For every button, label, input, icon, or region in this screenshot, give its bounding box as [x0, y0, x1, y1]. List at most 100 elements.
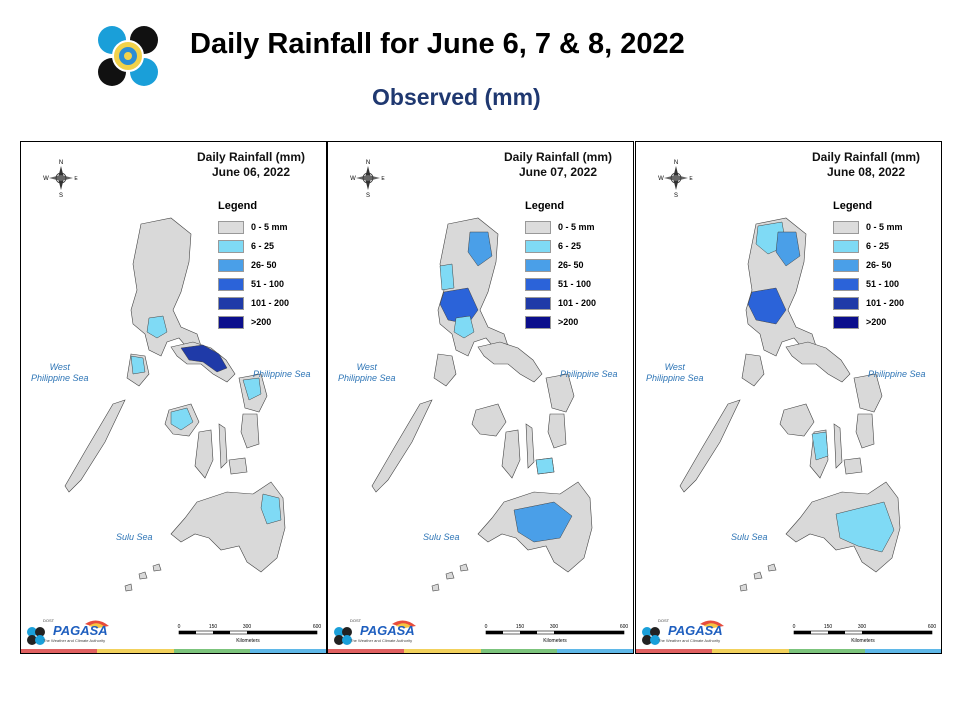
legend-label: 51 - 100: [251, 279, 285, 289]
band-segment: [249, 649, 326, 653]
legend-label: 101 - 200: [866, 298, 905, 308]
philippine-sea-label: Philippine Sea: [868, 369, 926, 379]
legend-label: 101 - 200: [251, 298, 290, 308]
pagasa-tagline: The Weather and Climate Authority: [43, 638, 106, 643]
legend-swatch: [833, 278, 859, 291]
panel-title: Daily Rainfall (mm) June 06, 2022: [191, 150, 311, 180]
band-segment: [636, 649, 713, 653]
compass-rose-icon: N S E W: [350, 160, 385, 198]
compass-west-label: W: [350, 176, 356, 182]
rain-region-bicol-peninsula: [180, 344, 228, 373]
pagasa-wordmark: PAGASA: [53, 623, 108, 638]
legend-swatch: [218, 278, 244, 291]
band-segment: [556, 649, 633, 653]
compass-east-label: E: [689, 176, 693, 182]
panel-date: June 06, 2022: [211, 165, 291, 179]
scale-tick-label: 300: [243, 624, 252, 630]
panel-date: June 08, 2022: [826, 165, 906, 179]
rain-region-southern-tagalog: [146, 315, 168, 339]
pagasa-logo: [334, 620, 416, 645]
panel-date: June 07, 2022: [518, 165, 598, 179]
rain-region-bohol: [535, 457, 555, 475]
footer-color-band: [21, 649, 326, 653]
legend-swatch: [218, 316, 244, 329]
rainfall-overlay: [747, 221, 895, 553]
compass-north-label: N: [59, 160, 63, 166]
scale-tick-label: 150: [209, 624, 218, 630]
page-title: Daily Rainfall for June 6, 7 & 8, 2022: [190, 28, 685, 60]
legend-swatch: [525, 297, 551, 310]
scale-unit-label: Kilometers: [236, 638, 260, 644]
scale-tick-label: 0: [793, 624, 796, 630]
legend-swatch: [218, 240, 244, 253]
philippines-map: [64, 217, 286, 592]
band-segment: [788, 649, 865, 653]
footer-color-band: [636, 649, 941, 653]
pagasa-wordmark: PAGASA: [668, 623, 723, 638]
scale-tick-label: 150: [516, 624, 525, 630]
pagasa-tagline: The Weather and Climate Authority: [350, 638, 413, 643]
scale-tick-label: 0: [178, 624, 181, 630]
philippines-map: [679, 217, 901, 592]
dost-label: DOST: [658, 618, 670, 623]
legend-label: 51 - 100: [866, 279, 900, 289]
legend-label: 51 - 100: [558, 279, 592, 289]
legend-swatch: [833, 240, 859, 253]
footer-color-band: [328, 649, 633, 653]
legend-swatch: [833, 221, 859, 234]
legend-swatch: [833, 316, 859, 329]
rain-region-mindanao: [835, 501, 895, 553]
dost-label: DOST: [350, 618, 362, 623]
west-philippine-sea-label: West Philippine Sea: [31, 362, 89, 383]
legend-swatch: [525, 240, 551, 253]
legend-swatch: [525, 259, 551, 272]
rainfall-overlay: [130, 315, 282, 525]
west-philippine-sea-label: West Philippine Sea: [646, 362, 704, 383]
legend-swatch: [525, 278, 551, 291]
panel-heading: Daily Rainfall (mm): [811, 150, 921, 164]
legend-swatch: [218, 259, 244, 272]
compass-west-label: W: [43, 176, 49, 182]
compass-north-label: N: [674, 160, 678, 166]
legend-title: Legend: [833, 200, 873, 212]
legend-label: 0 - 5 mm: [558, 222, 595, 232]
philippine-sea-label: Philippine Sea: [253, 369, 311, 379]
sulu-sea-label: Sulu Sea: [423, 532, 460, 542]
scale-unit-label: Kilometers: [851, 638, 875, 644]
compass-east-label: E: [74, 176, 78, 182]
philippine-sea-label: Philippine Sea: [560, 369, 618, 379]
pagasa-tagline: The Weather and Climate Authority: [658, 638, 721, 643]
legend-label: 0 - 5 mm: [866, 222, 903, 232]
legend-label: 26- 50: [558, 260, 584, 270]
legend-title: Legend: [218, 200, 258, 212]
scale-tick-label: 150: [824, 624, 833, 630]
pagasa-wordmark: PAGASA: [360, 623, 415, 638]
dost-label: DOST: [43, 618, 55, 623]
rain-region-southern-tagalog: [453, 315, 475, 339]
rain-region-samar: [242, 377, 262, 401]
legend-label: >200: [866, 317, 887, 327]
scale-bar: 0 150 300 600 Kilometers: [178, 624, 321, 644]
compass-north-label: N: [366, 160, 370, 166]
compass-south-label: S: [674, 193, 678, 198]
scale-bar: 0 150 300 600 Kilometers: [485, 624, 628, 644]
legend-swatch: [218, 297, 244, 310]
compass-south-label: S: [366, 193, 370, 198]
philippines-map: [371, 217, 593, 592]
band-segment: [712, 649, 789, 653]
band-segment: [864, 649, 941, 653]
band-segment: [21, 649, 98, 653]
compass-east-label: E: [381, 176, 385, 182]
legend-swatch: [833, 259, 859, 272]
rain-region-ilocos: [439, 263, 455, 291]
legend-label: 101 - 200: [558, 298, 597, 308]
scale-tick-label: 600: [313, 624, 321, 630]
rainfall-map-panel-june-08: N S E W Daily Rainfall (mm) June 08, 202…: [635, 141, 942, 654]
scale-tick-label: 300: [550, 624, 559, 630]
legend-label: 6 - 25: [558, 241, 582, 251]
pagasa-seal-logo: [98, 26, 158, 86]
compass-west-label: W: [658, 176, 664, 182]
legend-swatch: [833, 297, 859, 310]
legend-swatch: [525, 221, 551, 234]
page-subtitle: Observed (mm): [372, 84, 541, 110]
